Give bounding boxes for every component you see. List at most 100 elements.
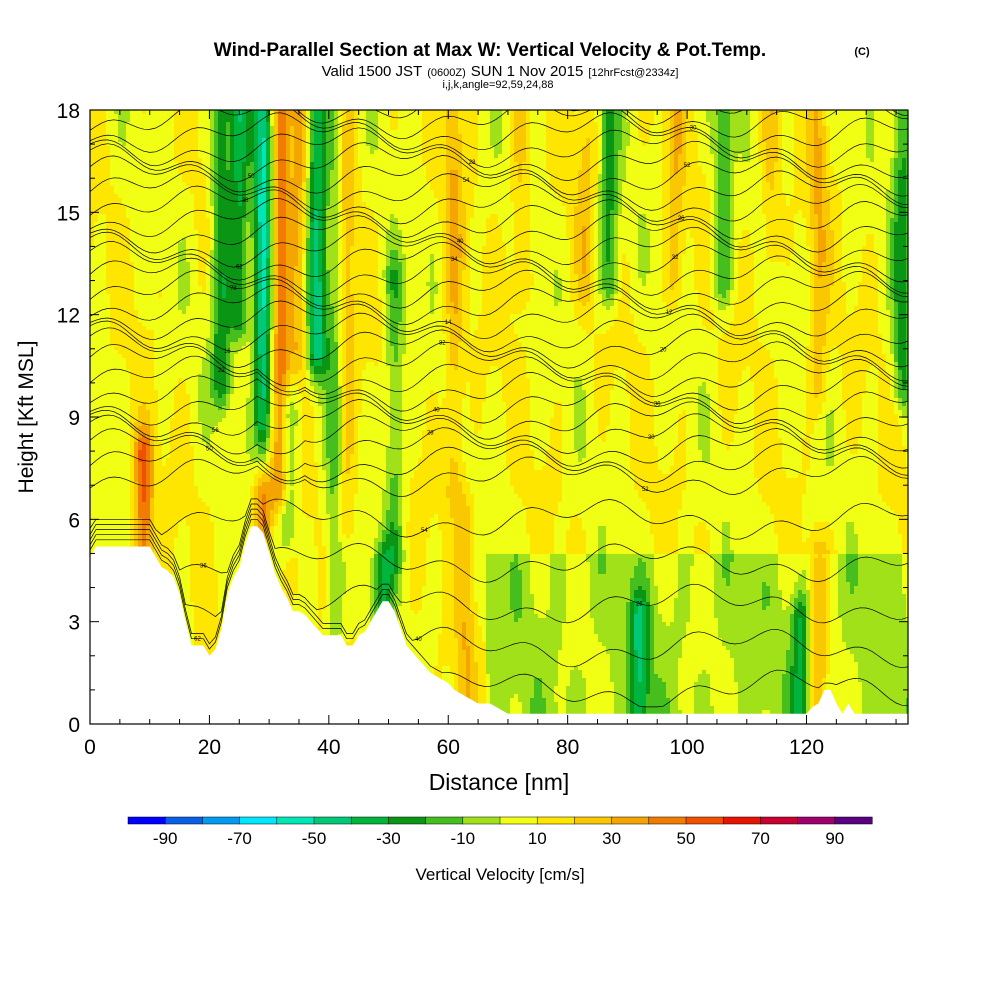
velocity-cell <box>202 586 207 591</box>
velocity-cell <box>206 130 211 135</box>
velocity-cell <box>122 330 127 335</box>
velocity-cell <box>210 314 215 319</box>
velocity-cell <box>166 254 171 259</box>
velocity-cell <box>90 366 95 371</box>
velocity-cell <box>118 326 123 331</box>
velocity-cell <box>198 242 203 247</box>
velocity-cell <box>174 114 179 119</box>
velocity-cell <box>198 234 203 239</box>
velocity-cell <box>122 438 127 443</box>
velocity-cell <box>142 226 147 231</box>
velocity-cell <box>174 514 179 519</box>
velocity-cell <box>210 134 215 139</box>
velocity-cell <box>194 590 199 595</box>
velocity-cell <box>130 118 135 123</box>
velocity-cell <box>134 130 139 135</box>
section-info: i,j,k,angle=92,59,24,88 <box>442 79 553 91</box>
velocity-cell <box>106 482 111 487</box>
velocity-cell <box>162 374 167 379</box>
velocity-cell <box>206 566 211 571</box>
velocity-cell <box>98 482 103 487</box>
velocity-cell <box>182 550 187 555</box>
velocity-cell <box>138 506 143 511</box>
velocity-cell <box>178 206 183 211</box>
velocity-cell <box>154 262 159 267</box>
velocity-cell <box>94 242 99 247</box>
velocity-cell <box>182 542 187 547</box>
velocity-cell <box>186 218 191 223</box>
velocity-cell <box>186 246 191 251</box>
velocity-cell <box>190 202 195 207</box>
velocity-cell <box>138 366 143 371</box>
velocity-cell <box>178 174 183 179</box>
velocity-cell <box>102 226 107 231</box>
velocity-cell <box>170 110 175 115</box>
velocity-cell <box>170 402 175 407</box>
velocity-cell <box>162 342 167 347</box>
velocity-cell <box>198 458 203 463</box>
velocity-cell <box>206 114 211 119</box>
velocity-cell <box>210 282 215 287</box>
velocity-cell <box>162 302 167 307</box>
velocity-cell <box>166 382 171 387</box>
velocity-cell <box>102 466 107 471</box>
velocity-cell <box>106 134 111 139</box>
velocity-cell <box>142 222 147 227</box>
velocity-cell <box>90 506 95 511</box>
velocity-cell <box>98 162 103 167</box>
velocity-cell <box>138 150 143 155</box>
velocity-cell <box>90 474 95 479</box>
velocity-cell <box>98 362 103 367</box>
velocity-cell <box>150 410 155 415</box>
velocity-cell <box>90 218 95 223</box>
velocity-cell <box>118 130 123 135</box>
velocity-cell <box>186 386 191 391</box>
velocity-cell <box>126 198 131 203</box>
velocity-cell <box>186 518 191 523</box>
velocity-cell <box>194 402 199 407</box>
velocity-cell <box>122 422 127 427</box>
velocity-cell <box>186 594 191 599</box>
velocity-cell <box>90 322 95 327</box>
velocity-cell <box>146 198 151 203</box>
velocity-cell <box>102 302 107 307</box>
velocity-cell <box>146 510 151 515</box>
velocity-cell <box>158 558 163 563</box>
velocity-cell <box>190 514 195 519</box>
velocity-cell <box>142 162 147 167</box>
velocity-cell <box>134 510 139 515</box>
velocity-cell <box>170 406 175 411</box>
velocity-cell <box>142 386 147 391</box>
velocity-cell <box>142 330 147 335</box>
velocity-cell <box>98 158 103 163</box>
velocity-cell <box>198 506 203 511</box>
velocity-cell <box>138 226 143 231</box>
velocity-cell <box>98 130 103 135</box>
velocity-cell <box>102 382 107 387</box>
velocity-cell <box>94 418 99 423</box>
velocity-cell <box>110 202 115 207</box>
velocity-cell <box>142 310 147 315</box>
velocity-cell <box>154 398 159 403</box>
velocity-cell <box>198 362 203 367</box>
velocity-cell <box>194 582 199 587</box>
velocity-cell <box>126 494 131 499</box>
velocity-cell <box>214 182 219 187</box>
velocity-cell <box>146 430 151 435</box>
velocity-cell <box>194 254 199 259</box>
velocity-cell <box>130 466 135 471</box>
velocity-cell <box>98 518 103 523</box>
velocity-cell <box>214 222 219 227</box>
velocity-cell <box>210 158 215 163</box>
velocity-cell <box>190 578 195 583</box>
velocity-cell <box>102 514 107 519</box>
velocity-cell <box>182 230 187 235</box>
velocity-cell <box>190 294 195 299</box>
velocity-cell <box>218 222 223 227</box>
velocity-cell <box>130 154 135 159</box>
velocity-cell <box>210 306 215 311</box>
velocity-cell <box>182 110 187 115</box>
velocity-cell <box>174 538 179 543</box>
velocity-cell <box>122 142 127 147</box>
velocity-cell <box>182 150 187 155</box>
